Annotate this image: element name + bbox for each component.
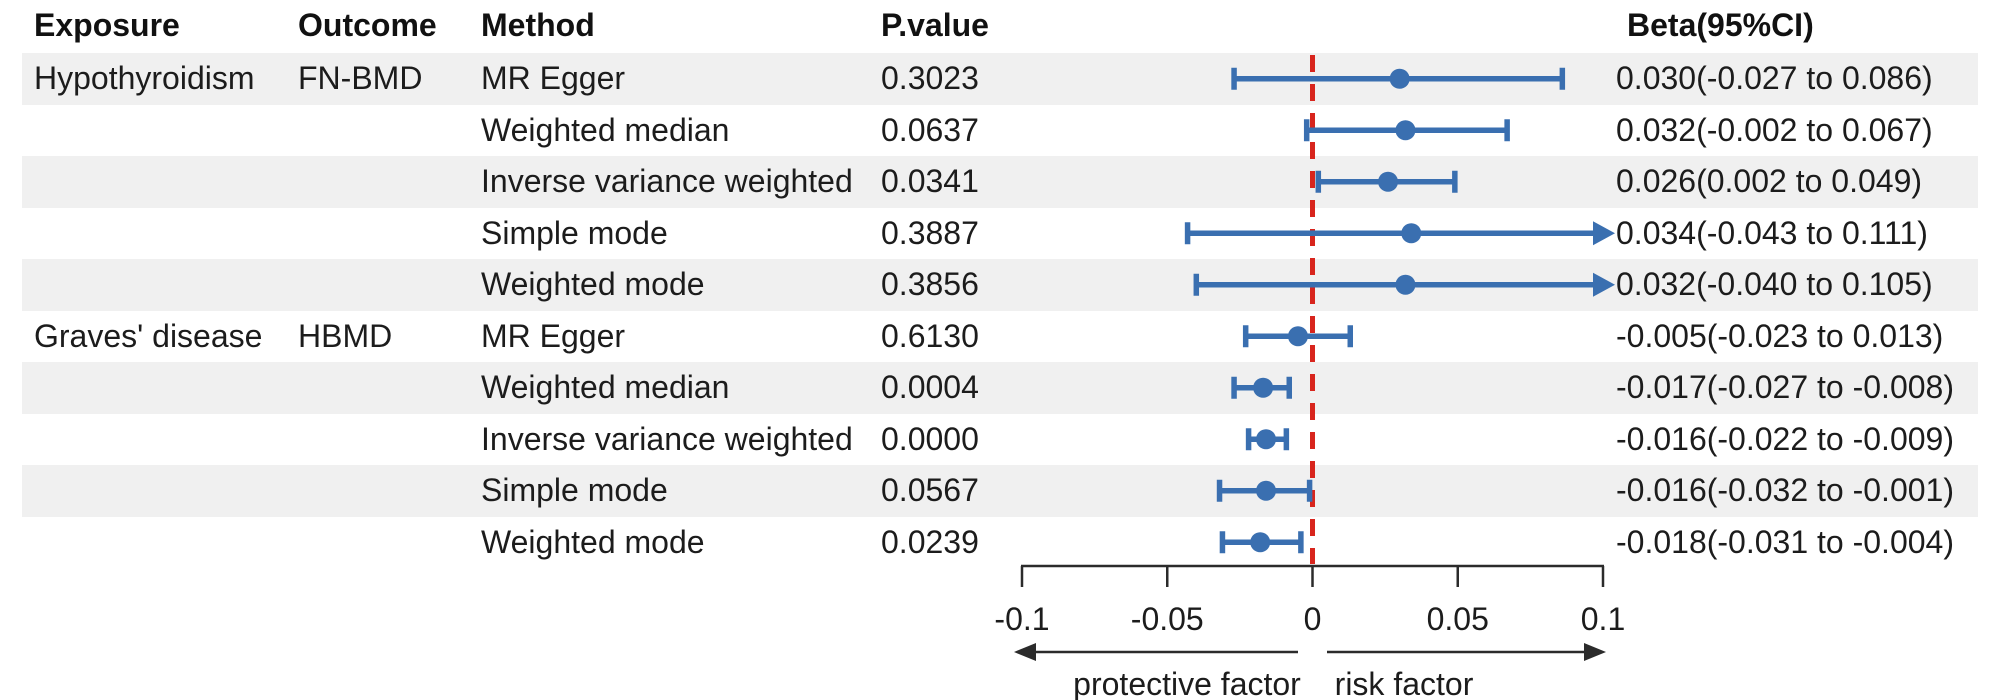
- cell-method: Weighted median: [481, 369, 730, 405]
- table-row: Inverse variance weighted 0.0000 -0.016(-0…: [22, 414, 1978, 466]
- table-row: Weighted median 0.0637 0.032(-0.002 to 0.0…: [22, 105, 1978, 157]
- x-axis: -0.1 -0.05 0 0.05 0.1: [994, 564, 1625, 637]
- cell-beta-ci: -0.005(-0.023 to 0.013): [1616, 317, 1944, 354]
- cell-pvalue: 0.3887: [881, 214, 979, 251]
- cell-pvalue: 0.0567: [881, 472, 979, 508]
- direction-arrows: [1014, 643, 1606, 661]
- table-body: Hypothyroidism FN-BMD MR Egger 0.3023 0.030(…: [0, 53, 2008, 569]
- cell-pvalue: 0.0000: [881, 420, 979, 457]
- cell-pvalue: 0.6130: [881, 317, 979, 354]
- cell-beta-ci: -0.017(-0.027 to -0.008): [1616, 369, 1954, 405]
- cell-method: MR Egger: [481, 317, 626, 354]
- table-row: Inverse variance weighted 0.0341 0.026(0.0…: [22, 156, 1978, 208]
- x-axis-tick-label: 0: [1304, 601, 1322, 637]
- column-header-method: Method: [481, 7, 595, 43]
- protective-factor-label: protective factor: [1073, 666, 1301, 700]
- x-axis-tick-label: 0.1: [1581, 601, 1625, 637]
- table-row: Graves' disease HBMD MR Egger 0.6130 -0.005(…: [22, 311, 1978, 363]
- cell-beta-ci: 0.026(0.002 to 0.049): [1616, 163, 1923, 199]
- cell-beta-ci: -0.018(-0.031 to -0.004): [1616, 523, 1954, 560]
- table-row: Weighted median 0.0004 -0.017(-0.027 to -0…: [22, 362, 1978, 414]
- cell-outcome: HBMD: [298, 317, 393, 354]
- cell-exposure: Graves' disease: [34, 317, 263, 354]
- table-row: Simple mode 0.0567 -0.016(-0.032 to -0.001…: [22, 465, 1978, 517]
- left-arrow-icon: [1014, 643, 1036, 661]
- column-header-outcome: Outcome: [298, 7, 437, 43]
- cell-beta-ci: 0.032(-0.002 to 0.067): [1616, 111, 1933, 148]
- cell-method: Simple mode: [481, 472, 668, 508]
- x-axis-tick-label: 0.05: [1427, 601, 1489, 637]
- table-row: Weighted mode 0.0239 -0.018(-0.031 to -0.0…: [22, 517, 1978, 569]
- x-axis-tick-label: -0.1: [994, 601, 1049, 637]
- cell-pvalue: 0.0239: [881, 523, 979, 560]
- right-arrow-icon: [1584, 643, 1606, 661]
- cell-method: Simple mode: [481, 214, 668, 251]
- risk-factor-label: risk factor: [1334, 666, 1474, 700]
- cell-pvalue: 0.3023: [881, 60, 979, 96]
- table-row: Hypothyroidism FN-BMD MR Egger 0.3023 0.030(…: [22, 53, 1978, 105]
- column-header-pvalue: P.value: [881, 7, 989, 43]
- cell-beta-ci: 0.032(-0.040 to 0.105): [1616, 266, 1933, 302]
- cell-method: Inverse variance weighted: [481, 163, 853, 199]
- cell-outcome: FN-BMD: [298, 60, 423, 96]
- column-header-exposure: Exposure: [34, 7, 180, 43]
- cell-pvalue: 0.0637: [881, 111, 979, 148]
- column-header-beta-ci: Beta(95%CI): [1627, 7, 1814, 43]
- cell-exposure: Hypothyroidism: [34, 60, 255, 96]
- cell-pvalue: 0.3856: [881, 266, 979, 302]
- cell-beta-ci: -0.016(-0.032 to -0.001): [1616, 472, 1954, 508]
- cell-pvalue: 0.0004: [881, 369, 979, 405]
- cell-pvalue: 0.0341: [881, 163, 979, 199]
- cell-beta-ci: -0.016(-0.022 to -0.009): [1616, 420, 1954, 457]
- cell-beta-ci: 0.030(-0.027 to 0.086): [1616, 60, 1933, 96]
- cell-method: Inverse variance weighted: [481, 420, 853, 457]
- cell-method: Weighted median: [481, 111, 730, 148]
- table-row: Simple mode 0.3887 0.034(-0.043 to 0.111): [22, 208, 1978, 260]
- cell-method: Weighted mode: [481, 523, 705, 560]
- x-axis-tick-label: -0.05: [1131, 601, 1204, 637]
- table-row: Weighted mode 0.3856 0.032(-0.040 to 0.105…: [22, 259, 1978, 311]
- cell-beta-ci: 0.034(-0.043 to 0.111): [1616, 214, 1928, 251]
- cell-method: Weighted mode: [481, 266, 705, 302]
- cell-method: MR Egger: [481, 60, 626, 96]
